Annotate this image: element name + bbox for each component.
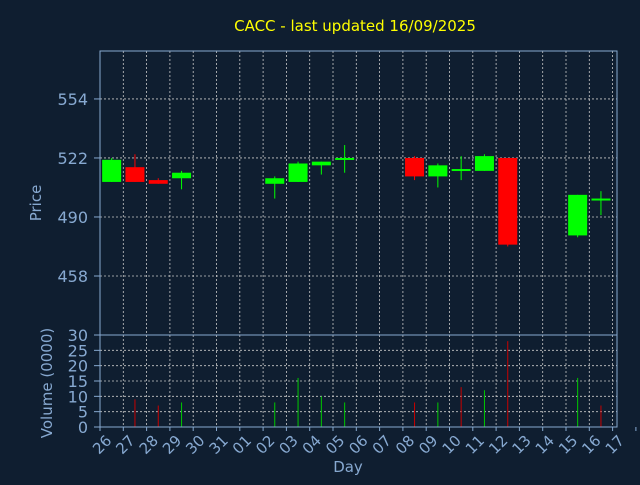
candle-body	[568, 194, 588, 236]
volume-tick-label: 25	[68, 341, 88, 360]
price-panel-frame	[99, 50, 618, 336]
candle-body	[591, 198, 611, 201]
candle-body	[451, 169, 471, 172]
chart-title: CACC - last updated 16/09/2025	[234, 17, 476, 35]
candle	[311, 161, 331, 175]
candle	[265, 176, 285, 199]
candle-body	[148, 180, 168, 184]
volume-tick-label: 0	[78, 418, 88, 437]
price-grid	[100, 51, 617, 335]
candle-body	[498, 157, 518, 245]
candle-body	[335, 157, 355, 160]
candle	[102, 157, 122, 182]
volume-tick-label: 10	[68, 387, 88, 406]
candle-body	[474, 156, 494, 171]
volume-grid	[100, 335, 617, 427]
price-axis-label: Price	[27, 185, 45, 222]
volume-axis-label: Volume (0000)	[38, 328, 56, 438]
candle	[451, 156, 471, 181]
candle	[474, 154, 494, 171]
day-axis: 2627282930310102030405060708091011121314…	[89, 427, 637, 458]
candle-body	[172, 172, 192, 179]
day-tick-label: 17	[602, 432, 628, 458]
day-axis-label: Day	[333, 458, 363, 476]
volume-tick-label: 30	[68, 326, 88, 345]
candle	[498, 157, 518, 247]
volume-series	[134, 341, 602, 427]
price-tick-label: 554	[57, 90, 88, 109]
candle-body	[288, 163, 308, 182]
candle-body	[102, 159, 122, 182]
candle	[148, 178, 168, 184]
volume-tick-label: 5	[78, 403, 88, 422]
candle	[568, 194, 588, 238]
candle	[125, 154, 145, 182]
candle	[405, 156, 425, 181]
volume-tick-label: 15	[68, 372, 88, 391]
price-tick-label: 490	[57, 208, 88, 227]
candlestick-series	[102, 145, 611, 247]
price-axis: 554 522 490 458	[57, 90, 100, 286]
price-tick-label: 522	[57, 149, 88, 168]
candle-body	[265, 178, 285, 184]
candle-body	[311, 161, 331, 166]
candle	[591, 191, 611, 216]
volume-tick-label: 20	[68, 357, 88, 376]
candle-body	[428, 165, 448, 177]
candle-body	[125, 167, 145, 182]
price-tick-label: 458	[57, 267, 88, 286]
candle-body	[405, 157, 425, 177]
candle	[428, 163, 448, 188]
candle	[172, 170, 192, 190]
candle	[288, 161, 308, 182]
candle	[335, 145, 355, 173]
